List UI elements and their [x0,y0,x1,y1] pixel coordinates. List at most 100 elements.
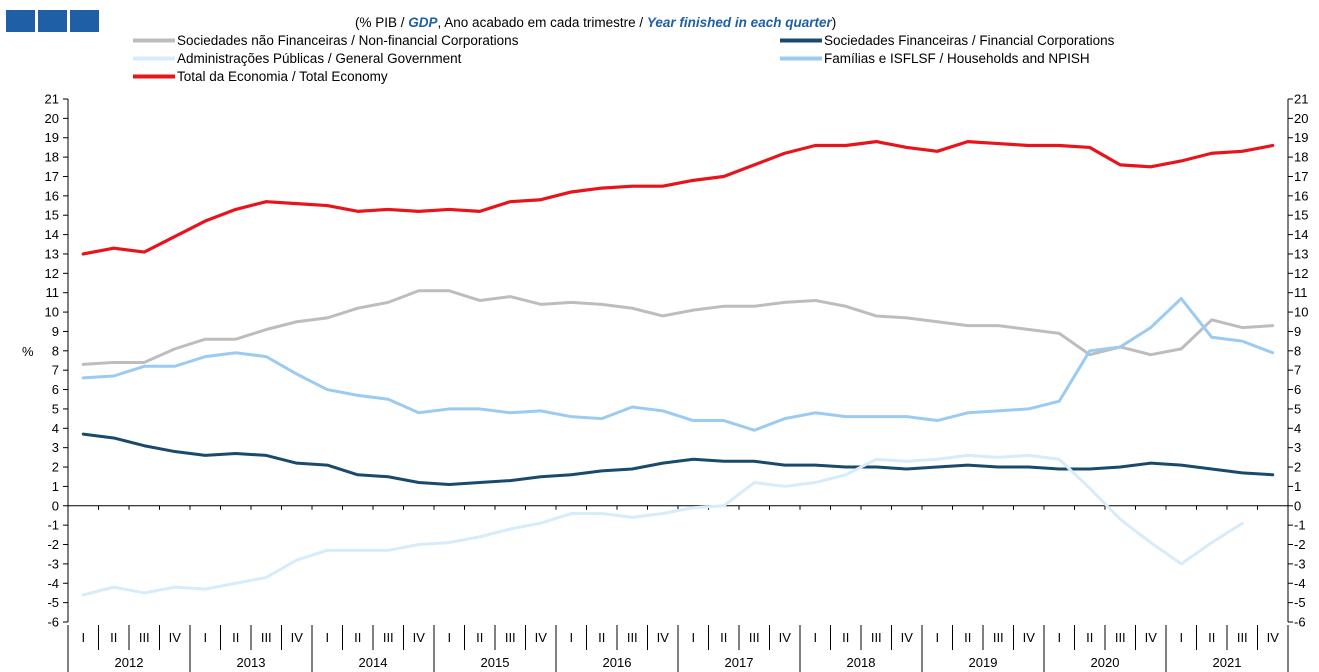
x-quarter-label: IV [1023,630,1036,645]
legend: Sociedades não Financeiras / Non-financi… [133,33,1115,84]
x-year-label: 2018 [847,655,876,670]
y-axis-label: % [22,344,34,359]
legend-label-4: Total da Economia / Total Economy [177,69,388,84]
x-year-label: 2013 [237,655,266,670]
x-quarter-label: IV [169,630,182,645]
x-quarter-label: III [871,630,882,645]
y-tick-label-left: 0 [52,498,59,513]
y-tick-label-left: 19 [45,130,59,145]
y-tick-label-right: 20 [1294,111,1308,126]
y-tick-label-right: 4 [1294,421,1301,436]
y-tick-label-right: 18 [1294,150,1308,165]
y-tick-label-right: 17 [1294,169,1308,184]
y-tick-label-right: -2 [1294,537,1306,552]
series-line-2 [81,453,1244,597]
x-year-label: 2016 [603,655,632,670]
x-quarter-label: II [354,630,361,645]
y-tick-label-right: 9 [1294,324,1301,339]
subtitle-part-5: ) [832,15,837,30]
x-year-label: 2017 [725,655,754,670]
x-quarter-label: IV [901,630,914,645]
x-quarter-label: III [261,630,272,645]
x-quarter-label: I [1179,630,1183,645]
x-quarter-label: IV [779,630,792,645]
x-quarter-label: IV [535,630,548,645]
series-line-4 [81,140,1275,256]
y-tick-label-right: -4 [1294,576,1306,591]
y-tick-label-left: 7 [52,363,59,378]
y-tick-label-left: 5 [52,401,59,416]
y-tick-label-right: 21 [1294,92,1308,107]
x-year-label: 2015 [481,655,510,670]
x-year-label: 2021 [1213,655,1242,670]
y-tick-label-left: -1 [47,518,59,533]
x-quarter-label: IV [291,630,304,645]
x-quarter-label: I [813,630,817,645]
x-quarter-label: III [993,630,1004,645]
x-quarter-label: II [1208,630,1215,645]
series-line-1 [81,432,1275,486]
y-tick-label-right: 2 [1294,460,1301,475]
legend-label-0: Sociedades não Financeiras / Non-financi… [177,33,519,48]
x-quarter-label: I [81,630,85,645]
x-quarter-label: IV [1267,630,1280,645]
y-tick-label-left: 21 [45,92,59,107]
logo-box-2 [38,10,67,32]
x-quarter-label: III [627,630,638,645]
y-tick-label-right: 8 [1294,343,1301,358]
y-tick-label-right: 6 [1294,382,1301,397]
x-year-label: 2012 [115,655,144,670]
y-tick-label-left: 4 [52,421,59,436]
x-quarter-label: I [325,630,329,645]
x-quarter-label: III [749,630,760,645]
x-quarter-label: I [447,630,451,645]
y-tick-label-right: -6 [1294,615,1306,630]
subtitle-part-3: , Ano acabado em cada trimestre / [438,15,647,30]
x-quarter-label: III [505,630,516,645]
series-line-0 [81,289,1275,366]
y-tick-label-right: 1 [1294,479,1301,494]
y-tick-label-left: -5 [47,595,59,610]
x-year-label: 2014 [359,655,388,670]
y-tick-label-left: -2 [47,537,59,552]
y-tick-label-left: 11 [46,285,60,300]
x-quarter-label: II [720,630,727,645]
x-quarter-label: IV [657,630,670,645]
subtitle-part-4: Year finished in each quarter [647,15,833,30]
logo-box-1 [6,10,35,32]
x-quarter-label: I [569,630,573,645]
x-year-label: 2020 [1091,655,1120,670]
x-quarter-label: IV [1145,630,1158,645]
y-tick-label-left: 8 [52,343,59,358]
y-tick-label-left: 15 [45,208,59,223]
y-tick-label-right: 5 [1294,401,1301,416]
x-quarter-label: III [1115,630,1126,645]
y-tick-label-left: 14 [45,227,59,242]
x-quarter-label: III [1237,630,1248,645]
y-tick-label-right: 7 [1294,363,1301,378]
y-tick-label-right: -1 [1294,518,1306,533]
y-tick-label-right: 14 [1294,227,1308,242]
legend-label-2: Administrações Públicas / General Govern… [177,51,462,66]
x-quarter-label: I [691,630,695,645]
x-quarter-label: II [232,630,239,645]
x-quarter-label: I [935,630,939,645]
y-tick-label-left: -4 [47,576,59,591]
y-tick-label-right: 11 [1294,285,1308,300]
x-year-label: 2019 [969,655,998,670]
x-quarter-label: II [964,630,971,645]
y-tick-label-left: -3 [47,556,59,571]
y-tick-label-left: 2 [52,460,59,475]
y-tick-label-left: 12 [45,266,59,281]
subtitle-part-2: GDP [408,15,438,30]
x-quarter-label: I [203,630,207,645]
x-quarter-label: IV [413,630,426,645]
y-tick-label-right: 13 [1294,246,1308,261]
subtitle-part-1: (% PIB / [355,15,408,30]
chart-subtitle: (% PIB / GDP, Ano acabado em cada trimes… [355,15,836,30]
x-quarter-label: II [476,630,483,645]
y-tick-label-left: -6 [47,615,59,630]
y-tick-label-right: 19 [1294,130,1308,145]
